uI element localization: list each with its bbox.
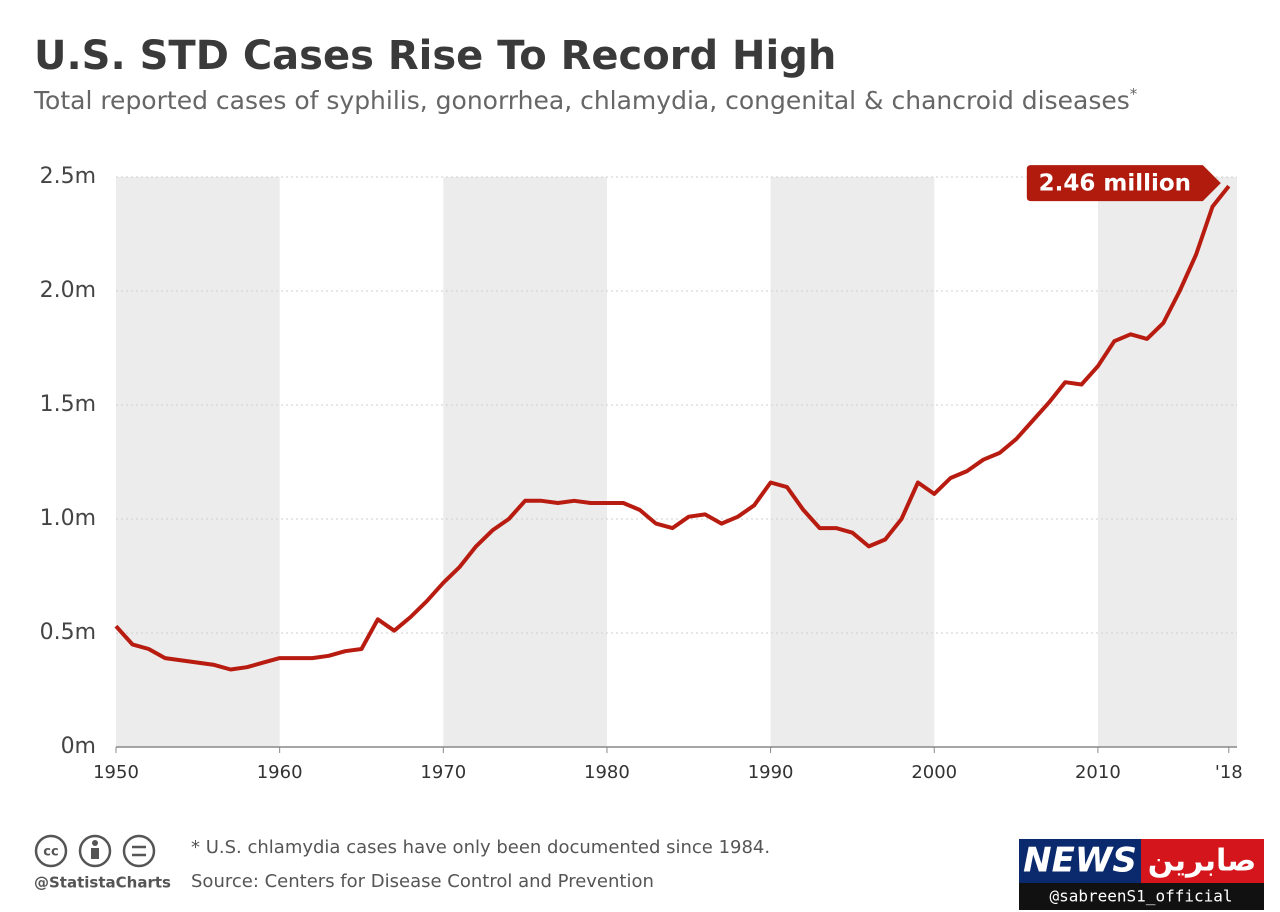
- person-body: [91, 848, 99, 859]
- y-tick-label: 1.5m: [40, 392, 96, 417]
- watermark-handle: @sabreenS1_official: [1049, 887, 1232, 906]
- watermark-arabic: صابرين: [1148, 844, 1256, 879]
- subtitle-marker: *: [1130, 85, 1138, 103]
- person-head: [92, 840, 98, 846]
- y-tick-label: 2.0m: [40, 278, 96, 303]
- watermark-red: [1141, 839, 1264, 883]
- x-tick-label: 1990: [748, 762, 794, 783]
- x-tick-label: 1980: [584, 762, 630, 783]
- x-tick-label: 2010: [1075, 762, 1121, 783]
- by-icon: [78, 834, 112, 868]
- annotation: 2.46 million: [1039, 171, 1191, 197]
- y-tick-label: 0m: [61, 734, 96, 759]
- x-tick-label: 1960: [257, 762, 303, 783]
- y-tick-label: 1.0m: [40, 506, 96, 531]
- band: [770, 177, 935, 747]
- x-tick-label: 1950: [93, 762, 139, 783]
- watermark-news: NEWS: [1023, 841, 1137, 881]
- chart-subtitle: Total reported cases of syphilis, gonorr…: [33, 85, 1138, 116]
- eq-icon: [122, 834, 156, 868]
- y-tick-label: 2.5m: [40, 164, 96, 189]
- annotation-box: [1026, 165, 1221, 202]
- x-tick-label: 1970: [420, 762, 466, 783]
- x-tick-label: '18: [1215, 762, 1243, 783]
- chart-title: U.S. STD Cases Rise To Record High: [34, 33, 836, 79]
- brand: @StatistaCharts: [34, 874, 171, 892]
- band: [116, 177, 280, 747]
- license-icons: cc: [34, 834, 156, 868]
- y-tick-label: 0.5m: [40, 620, 96, 645]
- band: [443, 177, 607, 747]
- cc-icon: [34, 834, 68, 868]
- footnote: * U.S. chlamydia cases have only been do…: [191, 837, 770, 858]
- x-tick-label: 2000: [911, 762, 957, 783]
- line: [114, 184, 1231, 672]
- band: [1097, 177, 1237, 747]
- watermark-blue: [1019, 839, 1141, 883]
- subtitle-text: Total reported cases of syphilis, gonorr…: [33, 86, 1130, 115]
- source: Source: Centers for Disease Control and …: [191, 871, 654, 892]
- cc-text: cc: [43, 845, 58, 860]
- watermark-strip: [1019, 883, 1264, 910]
- bands: [116, 177, 1237, 747]
- grid: [115, 176, 1237, 753]
